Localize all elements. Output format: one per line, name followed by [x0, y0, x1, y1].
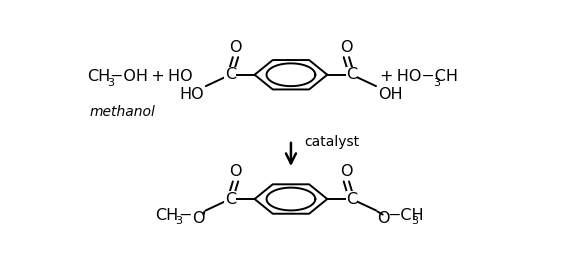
Text: catalyst: catalyst: [304, 135, 359, 149]
Text: + HO−CH: + HO−CH: [380, 69, 459, 84]
Text: methanol: methanol: [89, 105, 155, 119]
Text: OH: OH: [378, 87, 403, 102]
Text: −OH + HO: −OH + HO: [110, 69, 193, 84]
Text: O: O: [340, 164, 352, 179]
Text: C: C: [225, 192, 236, 207]
Text: CH: CH: [87, 69, 110, 84]
Text: C: C: [225, 67, 236, 82]
Text: O: O: [340, 40, 352, 55]
Text: O: O: [229, 164, 242, 179]
Text: O: O: [378, 211, 390, 226]
Text: 3: 3: [433, 78, 440, 88]
Text: O: O: [192, 211, 205, 226]
Text: 3: 3: [411, 216, 419, 226]
Text: CH: CH: [155, 208, 178, 223]
Text: C: C: [346, 67, 358, 82]
Text: 3: 3: [107, 78, 114, 88]
Text: −CH: −CH: [387, 208, 424, 223]
Text: C: C: [346, 192, 358, 207]
Text: −: −: [178, 208, 191, 223]
Text: 3: 3: [175, 216, 182, 226]
Text: HO: HO: [179, 87, 204, 102]
Text: O: O: [229, 40, 242, 55]
